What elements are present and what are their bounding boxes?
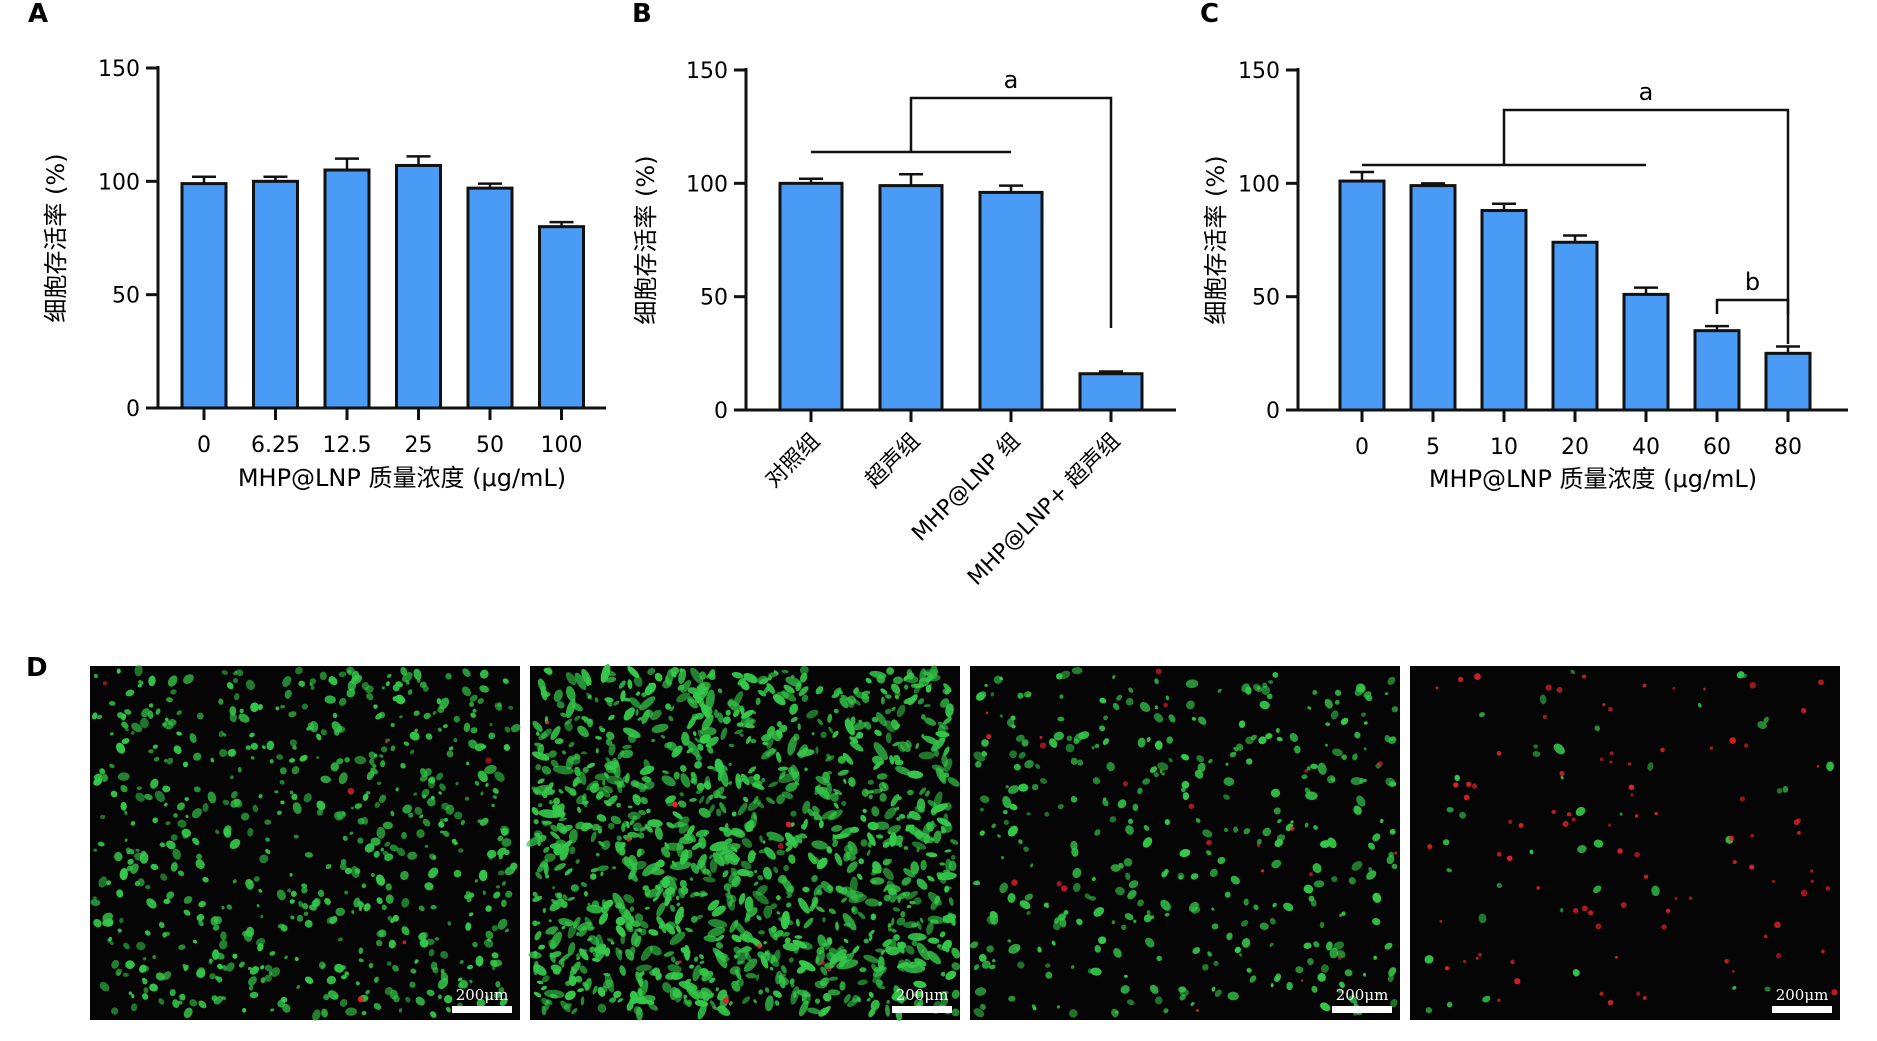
bar bbox=[1078, 372, 1144, 412]
x-tick-label: 10 bbox=[1490, 435, 1518, 460]
y-tick-label: 100 bbox=[98, 170, 140, 195]
bar bbox=[1693, 329, 1741, 412]
significance-label: a bbox=[1004, 66, 1019, 94]
x-tick-label: 0 bbox=[1355, 435, 1369, 460]
scale-bar-label: 200μm bbox=[456, 986, 509, 1004]
micrograph-image: 200μm bbox=[969, 666, 1400, 1020]
y-tick-label: 150 bbox=[98, 57, 140, 82]
y-tick-label: 100 bbox=[686, 172, 728, 197]
significance-bracket: a bbox=[1362, 78, 1790, 344]
y-axis-title: 细胞存活率 (%) bbox=[632, 155, 660, 324]
panel-label-d: D bbox=[26, 653, 48, 683]
x-tick-label: 25 bbox=[405, 433, 433, 458]
y-tick-label: 0 bbox=[126, 397, 140, 422]
bar bbox=[395, 163, 442, 410]
x-tick-label: 超声组 bbox=[861, 429, 925, 493]
panel-label-c: C bbox=[1200, 0, 1219, 29]
bar bbox=[180, 182, 228, 410]
micrograph-image: 200μm bbox=[526, 664, 961, 1022]
bar bbox=[1764, 351, 1812, 412]
x-tick-label: 对照组 bbox=[761, 429, 825, 493]
significance-bracket: a bbox=[811, 66, 1113, 328]
y-tick-label: 50 bbox=[700, 286, 728, 311]
bar bbox=[1480, 209, 1528, 412]
scale-bar-label: 200μm bbox=[1336, 986, 1389, 1004]
scale-bar bbox=[1332, 1006, 1392, 1013]
cell-dots bbox=[1424, 669, 1838, 1014]
bar bbox=[1409, 184, 1457, 412]
scale-bar bbox=[892, 1006, 952, 1013]
cell-dots bbox=[969, 666, 1399, 1018]
bar bbox=[878, 184, 944, 412]
y-tick-label: 0 bbox=[1266, 399, 1280, 424]
x-tick-label: 6.25 bbox=[251, 433, 300, 458]
x-axis-title: MHP@LNP 质量浓度 (μg/mL) bbox=[1429, 465, 1757, 493]
micrograph-image: 200μm bbox=[90, 664, 521, 1021]
y-tick-label: 150 bbox=[1238, 59, 1280, 84]
scale-bar bbox=[452, 1006, 512, 1013]
x-tick-label: 12.5 bbox=[323, 433, 372, 458]
y-tick-label: 50 bbox=[1252, 286, 1280, 311]
y-tick-label: 100 bbox=[1238, 172, 1280, 197]
y-axis-title: 细胞存活率 (%) bbox=[42, 153, 70, 322]
scale-bar-label: 200μm bbox=[896, 986, 949, 1004]
x-tick-label: 80 bbox=[1774, 435, 1802, 460]
bar bbox=[978, 190, 1044, 412]
x-tick-label: 50 bbox=[476, 433, 504, 458]
y-tick-label: 0 bbox=[714, 399, 728, 424]
scale-bar bbox=[1772, 1006, 1832, 1013]
cell-dots bbox=[90, 664, 521, 1021]
bar bbox=[1338, 179, 1386, 412]
scale-bar-label: 200μm bbox=[1776, 986, 1829, 1004]
y-tick-label: 50 bbox=[112, 284, 140, 309]
chart-a: 0 50 100 150 细胞存活率 (%) 0 6.25 12.5 25 50 100 MHP@LN… bbox=[42, 57, 606, 492]
bar bbox=[778, 181, 844, 412]
x-tick-label: 100 bbox=[541, 433, 583, 458]
x-tick-label: 0 bbox=[197, 433, 211, 458]
bar bbox=[1551, 240, 1599, 412]
x-tick-label: 60 bbox=[1703, 435, 1731, 460]
micrograph-strip: 200μm 200μm 200μm 200μm bbox=[90, 664, 1840, 1022]
bar bbox=[1622, 292, 1670, 412]
micrograph-image: 200μm bbox=[1410, 666, 1840, 1020]
panel-label-a: A bbox=[28, 0, 48, 29]
chart-c: 0 50 100 150 细胞存活率 (%) 0 5 10 20 40 60 80 MHP@LNP 质量… bbox=[1202, 59, 1848, 493]
significance-label: a bbox=[1639, 78, 1654, 106]
x-tick-label: 40 bbox=[1632, 435, 1660, 460]
bar bbox=[323, 168, 371, 410]
x-tick-label: 5 bbox=[1426, 435, 1440, 460]
micrograph-background bbox=[1410, 666, 1840, 1020]
x-axis-title: MHP@LNP 质量浓度 (μg/mL) bbox=[238, 464, 566, 492]
y-axis-title: 细胞存活率 (%) bbox=[1202, 155, 1230, 324]
x-tick-label: 20 bbox=[1561, 435, 1589, 460]
bar bbox=[466, 186, 514, 410]
bar bbox=[252, 179, 299, 410]
panel-label-b: B bbox=[632, 0, 652, 29]
significance-label: b bbox=[1745, 268, 1760, 296]
significance-bracket: b bbox=[1715, 268, 1790, 314]
y-tick-label: 150 bbox=[686, 59, 728, 84]
cell-dots bbox=[526, 664, 961, 1022]
bar bbox=[538, 225, 585, 410]
